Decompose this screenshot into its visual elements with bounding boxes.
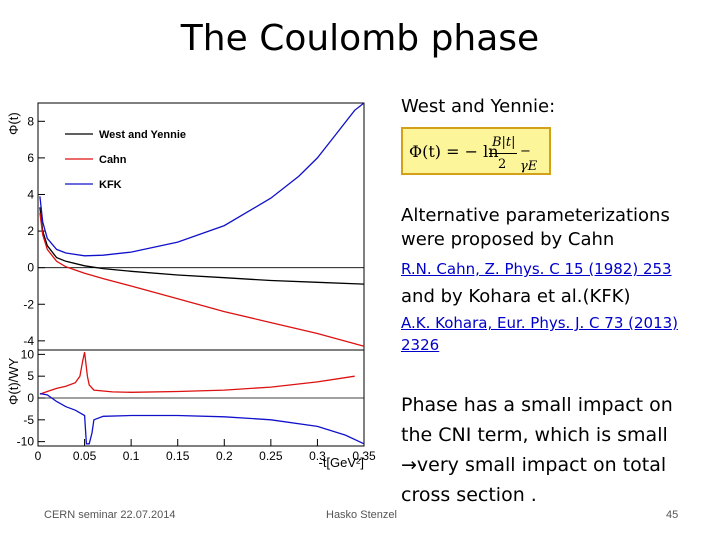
legend-label-cahn: Cahn [99,154,127,166]
y-tick-label: -10 [17,435,35,449]
x-tick-label: 0.1 [123,449,140,463]
alternative-parameterizations-text: Alternative parameterizations were propo… [401,205,670,250]
bottom-y-axis-label: Φ(t)/WY [6,357,21,405]
y-tick-label: -4 [23,334,34,348]
series-line-cahn-panel-1 [39,212,365,347]
kohara-text: and by Kohara et al.(KFK) [401,286,631,307]
west-yennie-formula: Φ(t) = − ln B|t| 2 − γE [401,127,551,175]
series-line-west-and-yennie-panel-1 [39,207,365,285]
y-tick-label: 5 [27,369,34,383]
series-line-kfk-panel-1 [39,102,365,257]
formula-lhs: Φ(t) = − ln [409,142,499,161]
x-tick-label: 0.15 [166,449,190,463]
cahn-reference-link[interactable]: R.N. Cahn, Z. Phys. C 15 (1982) 253 [401,260,672,278]
formula-fraction-bar [489,153,517,154]
y-tick-label: -2 [23,297,34,311]
y-tick-label: 6 [27,151,34,165]
formula-rhs: − γE [520,144,538,174]
footer-author: Hasko Stenzel [326,509,397,521]
kohara-reference-link[interactable]: A.K. Kohara, Eur. Phys. J. C 73 (2013) 2… [401,314,679,354]
y-tick-label: 0 [27,391,34,405]
x-axis-label: -t[GeV²] [318,455,364,470]
plot-legend: West and Yennie Cahn KFK [65,129,186,191]
phase-impact-text: Phase has a small impact on the CNI term… [401,390,701,510]
legend-label-west-yennie: West and Yennie [99,129,186,141]
y-tick-label: 4 [27,187,34,201]
x-tick-label: 0.05 [73,449,97,463]
y-tick-label: 0 [27,261,34,275]
x-tick-label: 0.3 [309,449,326,463]
phase-text-part2: very small impact on total cross section… [401,454,667,506]
top-y-axis-label: Φ(t) [6,112,21,135]
x-tick-label: 0.2 [216,449,233,463]
formula-denominator: 2 [498,157,507,172]
arrow-icon: → [401,454,417,476]
series-line-cahn-panel-2 [39,352,355,395]
x-tick-label: 0.35 [352,449,376,463]
series-line-kfk-panel-2 [39,392,365,445]
y-tick-label: -5 [23,413,34,427]
page-number: 45 [666,509,679,521]
slide-title: The Coulomb phase [180,18,540,59]
y-tick-label: 8 [27,114,34,128]
legend-label-kfk: KFK [99,179,122,191]
y-tick-label: 2 [27,224,34,238]
phase-text-part1: Phase has a small impact on the CNI term… [401,394,673,446]
formula-numerator: B|t| [492,135,516,150]
footer-event: CERN seminar 22.07.2014 [44,509,176,521]
y-tick-label: 10 [21,347,35,361]
west-yennie-label: West and Yennie: [401,96,556,117]
x-tick-label: 0 [35,449,42,463]
x-tick-label: 0.25 [259,449,283,463]
phase-plot: -4 -2 0 2 4 6 8 -10 -5 0 5 10 0 0.05 0.1 0.15 0.2 0.25 0.3… [6,102,376,470]
